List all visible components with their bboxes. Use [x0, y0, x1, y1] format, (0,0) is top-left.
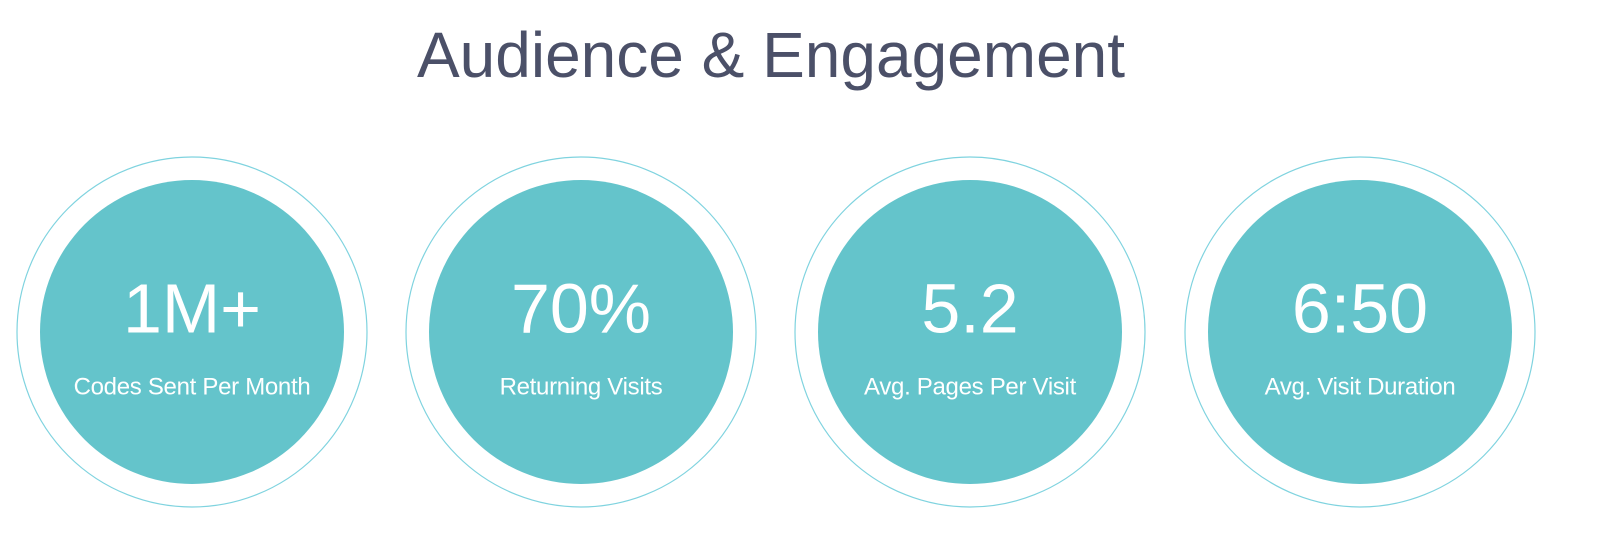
section-title: Audience & Engagement [417, 19, 1125, 91]
stat-card: 5.2 Avg. Pages Per Visit [794, 156, 1146, 508]
outer-ring [1184, 156, 1536, 508]
stat-label: Returning Visits [500, 373, 663, 400]
stat-value: 5.2 [921, 269, 1018, 347]
outer-ring [405, 156, 757, 508]
stat-card: 70% Returning Visits [405, 156, 757, 508]
stat-label: Avg. Visit Duration [1265, 373, 1456, 400]
stat-value: 1M+ [123, 269, 261, 347]
stat-label: Avg. Pages Per Visit [864, 373, 1077, 400]
stat-circle [429, 180, 733, 484]
stat-card: 6:50 Avg. Visit Duration [1184, 156, 1536, 508]
stat-label: Codes Sent Per Month [74, 373, 311, 400]
stat-value: 6:50 [1292, 269, 1428, 347]
stat-circle [1208, 180, 1512, 484]
stat-value: 70% [511, 269, 651, 347]
stat-circle [818, 180, 1122, 484]
stat-circle [40, 180, 344, 484]
outer-ring [16, 156, 368, 508]
outer-ring [794, 156, 1146, 508]
stat-card: 1M+ Codes Sent Per Month [16, 156, 368, 508]
